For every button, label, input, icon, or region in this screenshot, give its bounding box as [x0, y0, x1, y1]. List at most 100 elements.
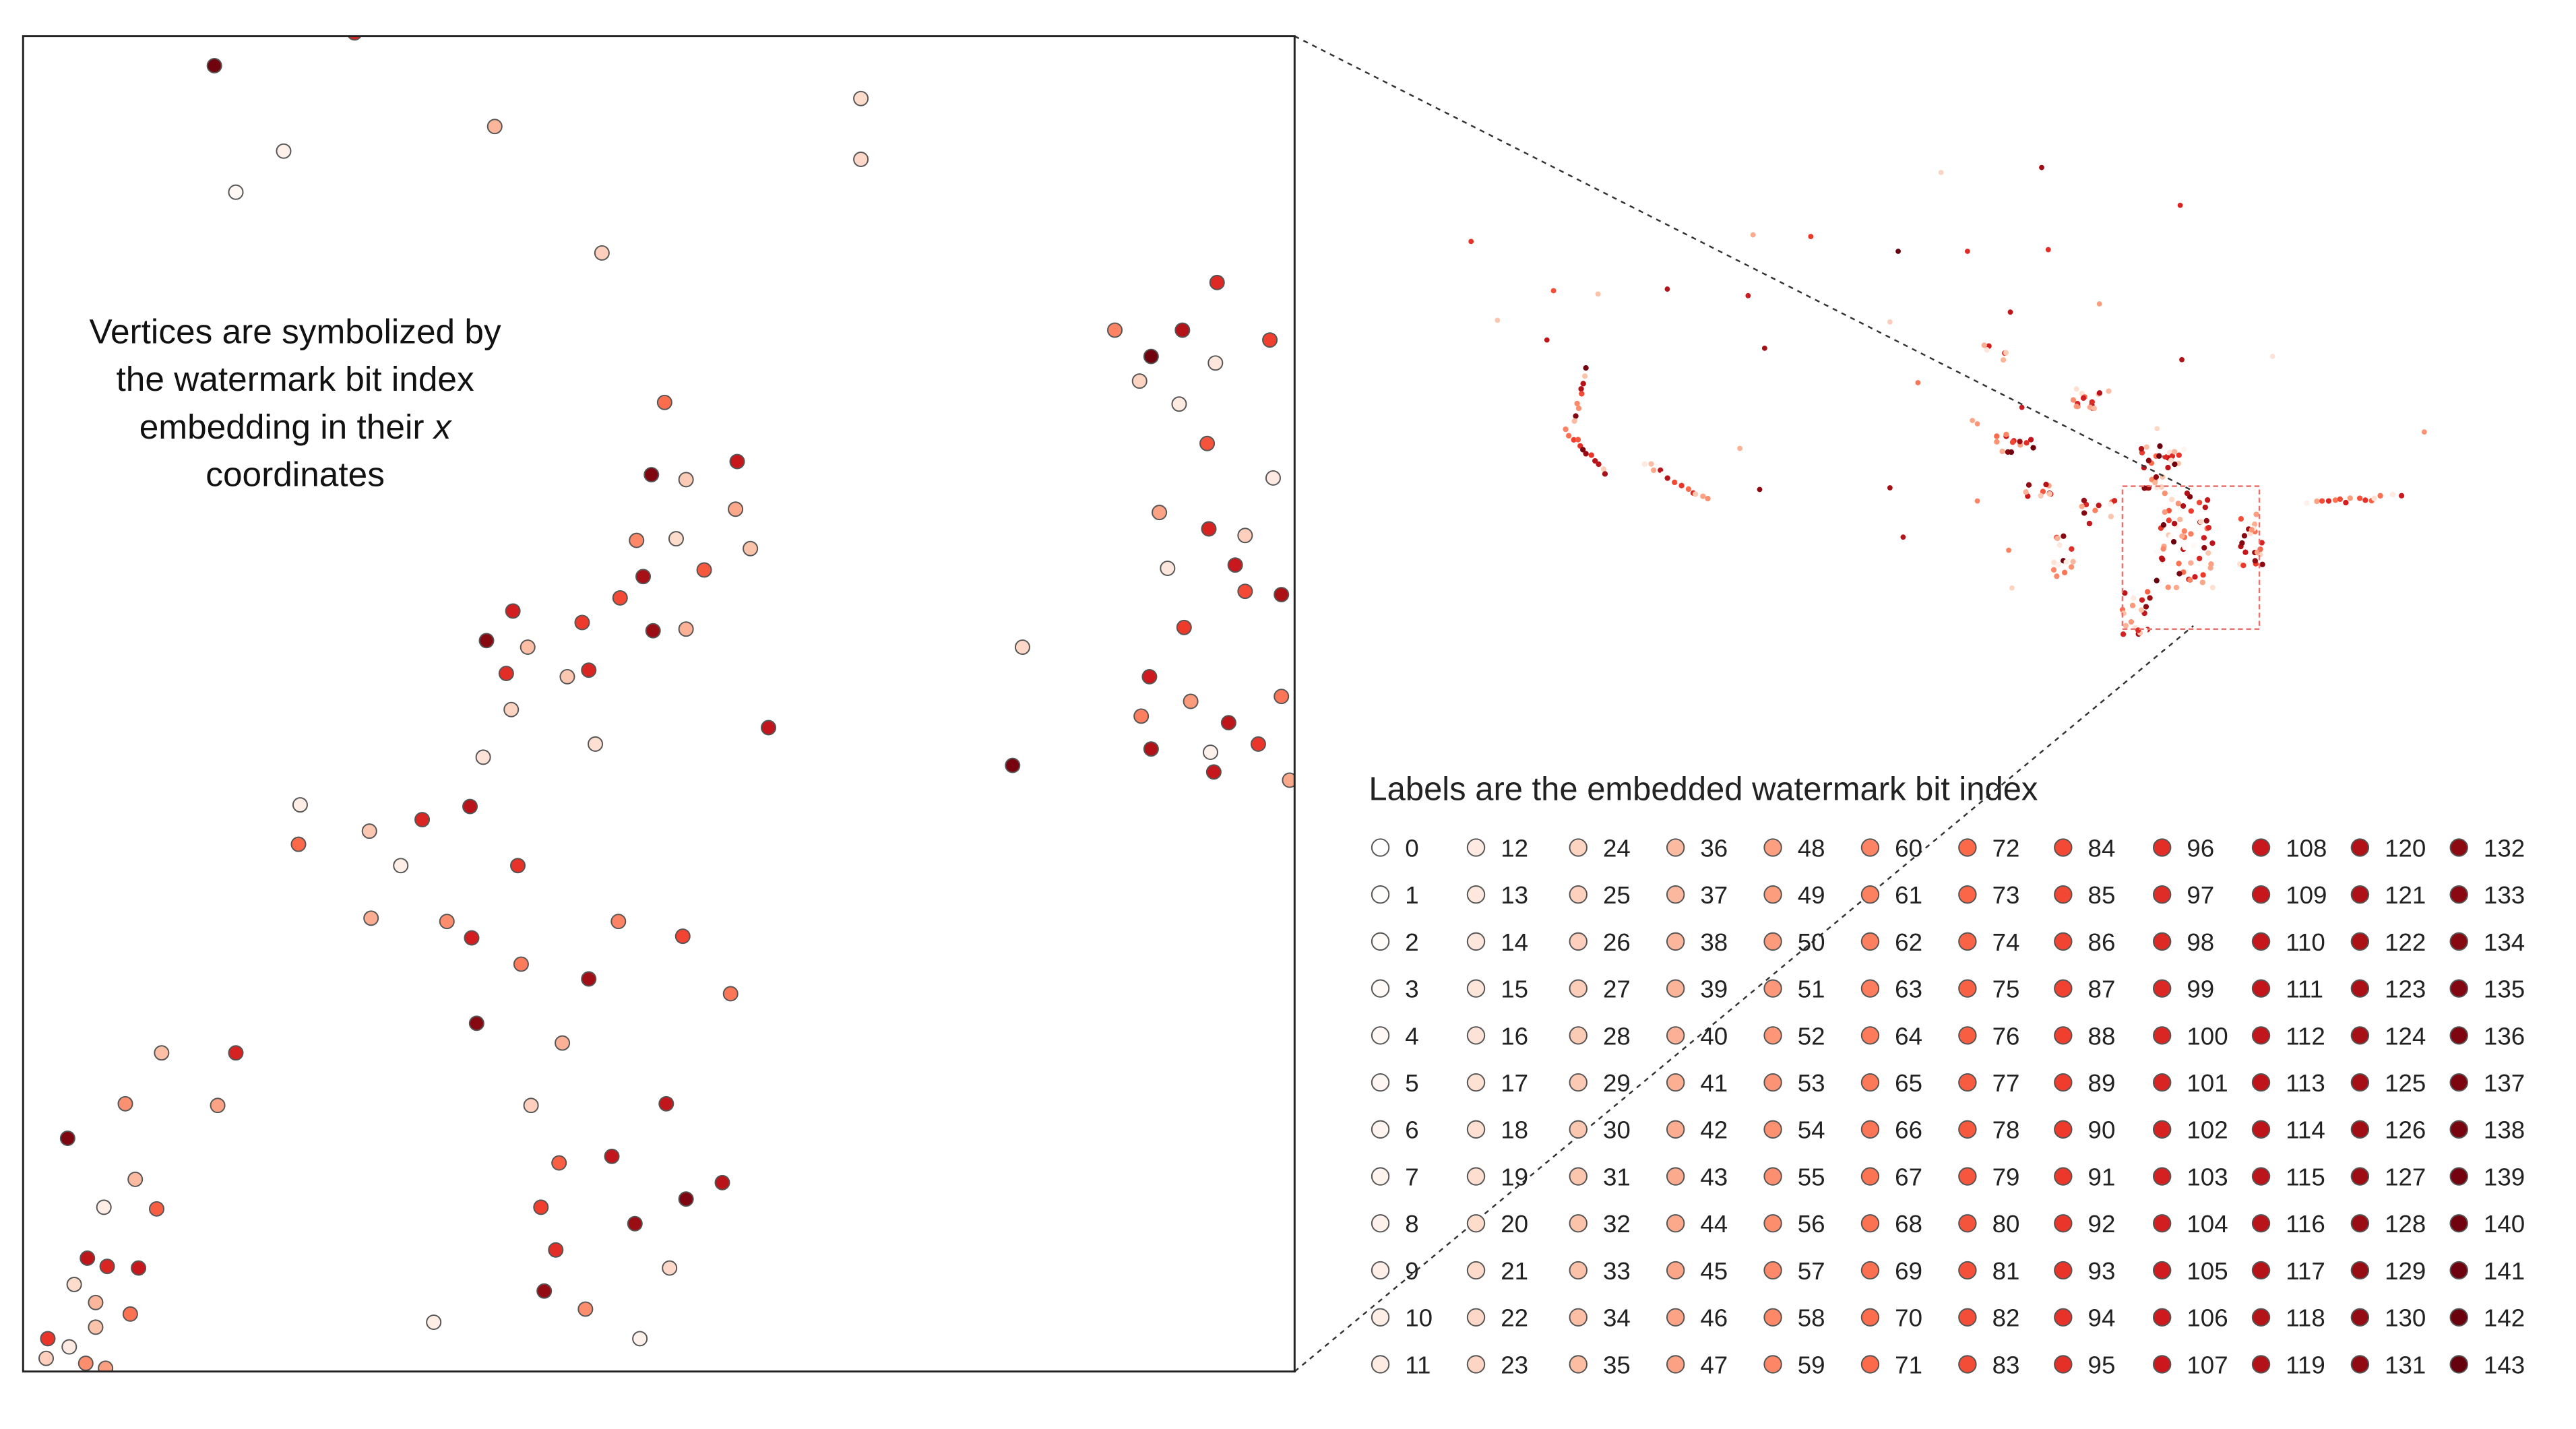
legend-label: 76	[1992, 1022, 2020, 1050]
legend-label: 7	[1405, 1164, 1418, 1191]
overview-point	[2201, 544, 2207, 551]
legend-symbol	[1371, 932, 1390, 951]
legend-label: 93	[2088, 1257, 2116, 1285]
legend-symbol	[1466, 838, 1486, 857]
legend-label: 141	[2484, 1257, 2525, 1285]
legend-label: 120	[2385, 834, 2426, 862]
leader-line-top	[1294, 35, 2191, 490]
legend-symbol	[1569, 1308, 1588, 1327]
overview-point	[2070, 397, 2077, 403]
overview-point	[2081, 497, 2087, 504]
vertex-point	[475, 749, 491, 765]
legend-symbol	[1666, 1308, 1685, 1327]
overview-point	[2182, 560, 2189, 567]
vertex-point	[1176, 619, 1192, 635]
legend-symbol	[2449, 1167, 2468, 1186]
vertex-point	[1220, 715, 1236, 731]
legend-label: 143	[2484, 1351, 2525, 1378]
legend-label: 2	[1405, 928, 1418, 956]
legend-label: 87	[2088, 976, 2116, 1003]
overview-point	[1757, 486, 1763, 493]
overview-point	[2377, 493, 2383, 499]
overview-point	[1664, 286, 1670, 292]
legend-symbol	[2449, 1120, 2468, 1139]
legend-label: 124	[2385, 1022, 2426, 1050]
overview-point	[2356, 495, 2363, 501]
overview-point	[1575, 437, 1581, 443]
vertex-point	[88, 1319, 104, 1335]
legend-symbol	[1860, 1261, 1880, 1280]
legend-label: 47	[1700, 1351, 1728, 1378]
overview-point	[1563, 426, 1569, 433]
legend-symbol	[1958, 1355, 1977, 1374]
legend-label: 119	[2286, 1351, 2325, 1378]
vertex-point	[658, 1095, 674, 1112]
overview-point	[1672, 479, 1678, 486]
legend-label: 74	[1992, 928, 2020, 956]
legend-label: 109	[2286, 881, 2327, 909]
inset-caption-line-1: Vertices are symbolized by	[90, 313, 501, 351]
legend-label: 61	[1895, 881, 1922, 909]
legend-label: 84	[2088, 834, 2116, 862]
legend-symbol	[2152, 932, 2172, 951]
overview-point	[1745, 292, 1751, 298]
legend-symbol	[2054, 1261, 2073, 1280]
legend-symbol	[1371, 838, 1390, 857]
vertex-point	[678, 621, 694, 637]
overview-point	[2045, 247, 2051, 253]
overview-point	[2157, 443, 2163, 449]
overview-point	[1468, 239, 1474, 245]
overview-point	[1964, 249, 1970, 254]
legend-label: 35	[1603, 1351, 1631, 1378]
legend-label: 113	[2286, 1069, 2325, 1097]
vertex-point	[645, 623, 661, 639]
overview-point	[2160, 557, 2166, 563]
legend-symbol	[2054, 1214, 2073, 1233]
legend-symbol	[1666, 885, 1685, 904]
overview-point	[2154, 426, 2160, 432]
legend-symbol	[2449, 838, 2468, 857]
vertex-point	[612, 590, 628, 606]
vertex-point	[577, 1301, 594, 1317]
vertex-point	[361, 823, 377, 839]
overview-point	[2040, 488, 2046, 495]
overview-point	[2166, 517, 2172, 523]
overview-point	[2191, 542, 2197, 548]
legend-symbol	[1569, 1167, 1588, 1186]
overview-point	[1566, 433, 1572, 439]
overview-point	[1550, 288, 1557, 294]
legend-label: 40	[1700, 1022, 1728, 1050]
legend-label: 121	[2385, 881, 2426, 909]
overview-point	[2197, 555, 2203, 562]
overview-point	[2145, 589, 2151, 595]
vertex-point	[61, 1339, 77, 1355]
vertex-point	[1143, 741, 1159, 757]
vertex-point	[581, 662, 597, 678]
overview-point	[2176, 452, 2182, 458]
legend-label: 72	[1992, 834, 2020, 862]
overview-point	[2009, 439, 2016, 445]
overview-point	[2143, 444, 2149, 450]
vertex-point	[1143, 348, 1159, 364]
legend-label: 24	[1603, 834, 1631, 862]
legend-label: 100	[2187, 1022, 2228, 1050]
vertex-point	[131, 1260, 147, 1276]
legend-label: 4	[1405, 1022, 1418, 1050]
legend-label: 8	[1405, 1210, 1418, 1238]
legend-symbol	[1763, 979, 1782, 998]
legend-label: 55	[1798, 1164, 1825, 1191]
overview-point	[2009, 585, 2015, 591]
vertex-point	[551, 1155, 567, 1171]
legend-symbol	[1763, 1073, 1782, 1092]
overview-point	[2175, 501, 2181, 507]
legend-label: 99	[2187, 976, 2214, 1003]
vertex-point	[59, 1131, 75, 1146]
overview-point	[2003, 431, 2009, 438]
legend-symbol	[1763, 1120, 1782, 1139]
legend-symbol	[2350, 838, 2370, 857]
overview-point	[2122, 590, 2128, 596]
vertex-point	[678, 472, 694, 488]
overview-point	[2253, 511, 2259, 517]
overview-point	[2120, 631, 2127, 637]
legend-symbol	[2054, 1308, 2073, 1327]
